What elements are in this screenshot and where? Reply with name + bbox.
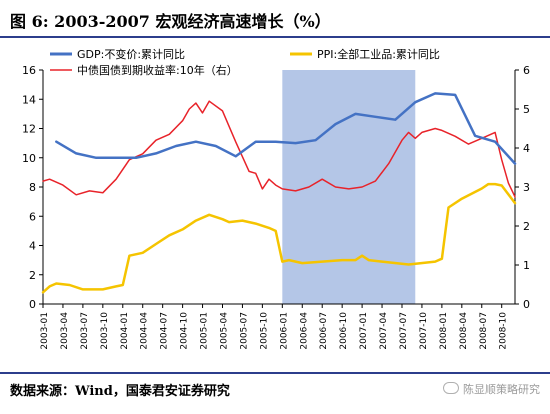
legend-label-gdp: GDP:不变价:累计同比 <box>77 47 185 61</box>
y-right-tick-label: 1 <box>523 259 530 272</box>
y-right-tick-label: 6 <box>523 64 530 77</box>
x-tick-label: 2008-04 <box>459 312 469 350</box>
watermark-text: 陈显顺策略研究 <box>463 383 540 396</box>
x-tick-label: 2007-04 <box>379 312 389 350</box>
x-tick-label: 2005-07 <box>239 312 249 350</box>
y-right-tick-label: 0 <box>523 298 530 311</box>
title-rule <box>0 36 550 38</box>
y-left-tick-label: 14 <box>22 93 36 106</box>
y-left-tick-label: 4 <box>29 240 36 253</box>
x-tick-label: 2008-07 <box>479 312 489 350</box>
x-tick-label: 2006-07 <box>319 312 329 350</box>
wechat-icon <box>443 382 459 394</box>
series-line-gdp <box>55 92 517 165</box>
y-left-tick-label: 8 <box>29 181 36 194</box>
x-tick-label: 2007-10 <box>419 312 429 350</box>
x-tick-label: 2006-10 <box>339 312 349 350</box>
x-tick-label: 2003-01 <box>40 312 50 350</box>
x-tick-label: 2004-07 <box>160 312 170 350</box>
x-tick-label: 2005-10 <box>259 312 269 350</box>
x-tick-label: 2008-10 <box>499 312 509 350</box>
x-tick-label: 2005-04 <box>219 312 229 350</box>
x-tick-label: 2005-01 <box>200 312 210 350</box>
legend-label-bond: 中债国债到期收益率:10年（右） <box>77 63 238 77</box>
x-tick-label: 2008-01 <box>439 312 449 350</box>
watermark: 陈显顺策略研究 <box>443 381 540 397</box>
y-left-tick-label: 0 <box>29 298 36 311</box>
y-left-tick-label: 6 <box>29 210 36 223</box>
legend: GDP:不变价:累计同比 PPI:全部工业品:累计同比中债国债到期收益率:10年（… <box>50 47 440 77</box>
page-title: 图 6: 2003-2007 宏观经济高速增长（%） <box>10 12 331 31</box>
y-left-tick-label: 10 <box>22 152 36 165</box>
x-tick-label: 2004-04 <box>140 312 150 350</box>
series-line-bond <box>42 100 516 198</box>
series-line-ppi <box>41 182 517 294</box>
y-right-tick-label: 2 <box>523 220 530 233</box>
x-tick-label: 2003-07 <box>80 312 90 350</box>
x-tick-label: 2004-01 <box>120 312 130 350</box>
y-left-tick-label: 2 <box>29 269 36 282</box>
y-right-tick-label: 3 <box>523 181 530 194</box>
x-tick-label: 2004-10 <box>180 312 190 350</box>
y-left-tick-label: 12 <box>22 123 36 136</box>
x-tick-label: 2003-10 <box>100 312 110 350</box>
footer-rule <box>0 372 550 374</box>
x-tick-label: 2003-04 <box>60 312 70 350</box>
x-tick-label: 2007-01 <box>359 312 369 350</box>
source-note: 数据来源：Wind，国泰君安证券研究 <box>10 384 230 399</box>
y-right-tick-label: 5 <box>523 103 530 116</box>
x-tick-label: 2006-04 <box>299 312 309 350</box>
y-right-tick-label: 4 <box>523 142 530 155</box>
legend-label-ppi: PPI:全部工业品:累计同比 <box>317 47 440 61</box>
y-left-tick-label: 16 <box>22 64 36 77</box>
x-tick-label: 2007-07 <box>399 312 409 350</box>
highlight-band <box>282 70 416 304</box>
series-lines <box>41 92 517 294</box>
x-tick-label: 2006-01 <box>279 312 289 350</box>
